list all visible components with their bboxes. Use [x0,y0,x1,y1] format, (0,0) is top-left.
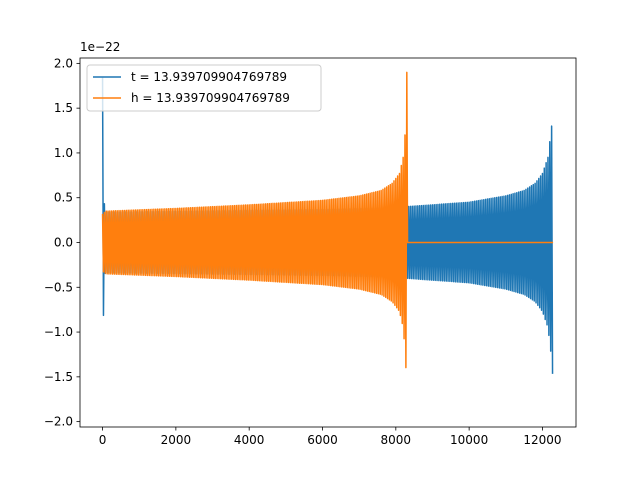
y-tick-label: 2.0 [54,56,73,70]
y-tick-label: −0.5 [44,280,73,294]
x-tick-label: 2000 [161,433,192,447]
y-tick-label: −2.0 [44,415,73,429]
legend-frame [86,64,322,112]
x-tick-label: 4000 [234,433,265,447]
y-tick-label: 1.5 [54,101,73,115]
x-tick-label: 10000 [450,433,488,447]
legend-label-1: h = 13.939709904769789 [131,91,290,105]
series-line-1 [101,71,554,369]
x-tick-label: 12000 [523,433,561,447]
y-tick-label: 0.5 [54,191,73,205]
x-tick-label: 6000 [307,433,338,447]
y-tick-label: −1.0 [44,325,73,339]
x-tick-label: 8000 [381,433,412,447]
y-offset-label: 1e−22 [80,40,120,54]
legend-label-0: t = 13.939709904769789 [131,70,287,84]
series-layer [101,71,554,374]
y-tick-label: −1.5 [44,370,73,384]
x-tick-label: 0 [99,433,107,447]
axes-layer: 0 2000 4000 6000 8000 10000 12000 −2.0 −1.5 −1.0 −… [44,56,577,447]
legend: t = 13.939709904769789 h = 13.93970990476… [86,64,322,112]
y-tick-label: 0.0 [54,236,73,250]
y-tick-label: 1.0 [54,146,73,160]
